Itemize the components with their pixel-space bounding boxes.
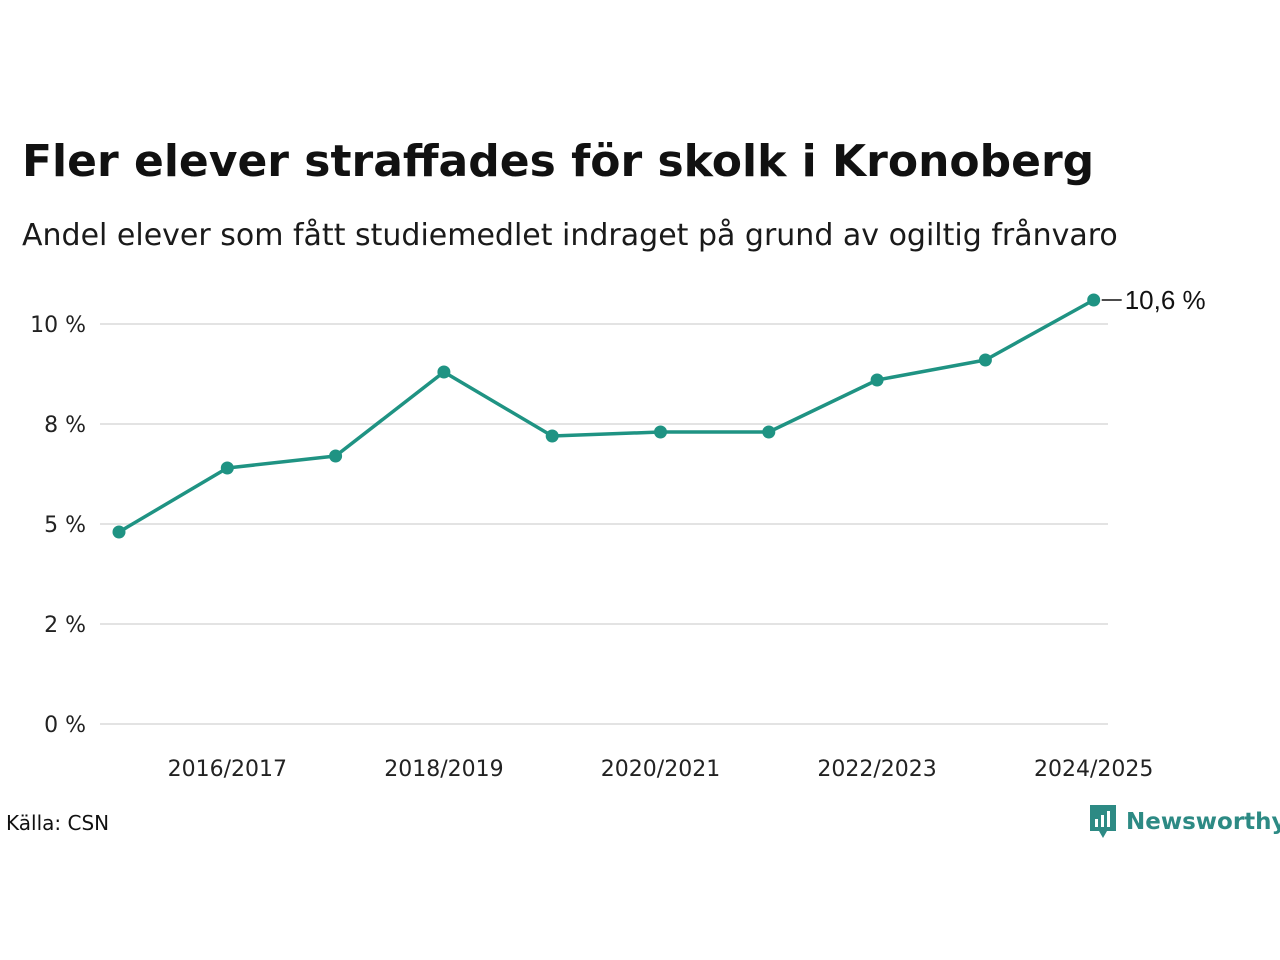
chart-subtitle: Andel elever som fått studiemedlet indra… xyxy=(22,218,1118,253)
x-tick-label: 2024/2025 xyxy=(1034,757,1153,782)
data-point xyxy=(220,461,234,475)
y-tick-label: 0 % xyxy=(44,713,86,738)
brand-logo: Newsworthy xyxy=(1088,803,1280,841)
source-note: Källa: CSN xyxy=(6,811,110,835)
brand-name: Newsworthy xyxy=(1126,809,1280,835)
data-point xyxy=(545,429,559,443)
data-point xyxy=(1087,293,1101,307)
y-tick-label: 5 % xyxy=(44,513,86,538)
data-point xyxy=(978,353,992,367)
chart-title: Fler elever straffades för skolk i Krono… xyxy=(22,136,1095,187)
y-tick-label: 10 % xyxy=(30,313,86,338)
x-axis: 2016/2017 2018/2019 2020/2021 2022/2023 2024… xyxy=(168,757,1154,782)
series xyxy=(112,293,1101,539)
data-point xyxy=(112,525,126,539)
data-point xyxy=(870,373,884,387)
end-value-label: 10,6 % xyxy=(1125,285,1206,315)
data-point xyxy=(762,425,776,439)
x-tick-label: 2016/2017 xyxy=(168,757,287,782)
x-tick-label: 2022/2023 xyxy=(817,757,936,782)
gridlines xyxy=(100,323,1108,725)
y-tick-label: 8 % xyxy=(44,413,86,438)
series-line xyxy=(118,298,1095,534)
newsworthy-logo-icon xyxy=(1090,805,1116,838)
data-point xyxy=(329,449,343,463)
annotations: 10,6 % xyxy=(1101,285,1206,315)
x-tick-label: 2018/2019 xyxy=(384,757,503,782)
data-point xyxy=(437,365,451,379)
y-axis: 0 % 2 % 5 % 8 % 10 % xyxy=(30,313,86,738)
y-tick-label: 2 % xyxy=(44,613,86,638)
line-chart: 0 % 2 % 5 % 8 % 10 % 2016/2017 2018/2019 2020/… xyxy=(30,285,1206,782)
data-point xyxy=(654,425,667,439)
x-tick-label: 2020/2021 xyxy=(601,757,720,782)
